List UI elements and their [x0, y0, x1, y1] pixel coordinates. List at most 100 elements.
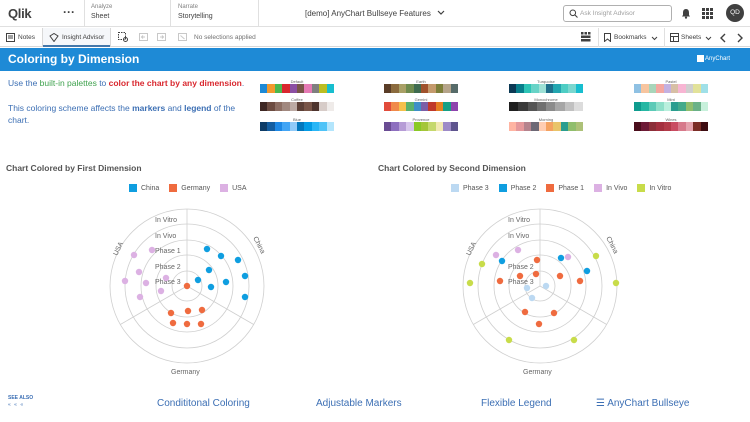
data-point-marker: [157, 287, 165, 295]
legend-item[interactable]: In Vivo: [594, 184, 627, 192]
link-flexible-legend[interactable]: Flexible Legend: [481, 398, 552, 409]
palette-swatch: [289, 102, 298, 111]
palette-name: Morning: [538, 117, 554, 122]
palette-name: Provence: [412, 117, 430, 122]
analyze-menu[interactable]: Analyze Sheet: [91, 3, 112, 21]
bullseye-divider: [539, 285, 607, 325]
legend-item[interactable]: Germany: [169, 184, 210, 192]
palette-swatches: [509, 84, 584, 93]
ring-label: In Vivo: [508, 233, 529, 240]
legend-label: In Vitro: [649, 184, 672, 192]
palette-swatch: [384, 122, 392, 131]
data-point-marker: [241, 272, 249, 280]
toolbar: Notes Insight Advisor No selections appl…: [0, 28, 750, 47]
legend-swatch: [498, 184, 507, 192]
palette-swatch: [311, 102, 320, 111]
data-point-marker: [222, 278, 230, 286]
legend-label: Phase 3: [463, 184, 489, 192]
legend-item[interactable]: In Vitro: [637, 184, 671, 192]
palette-swatch: [384, 102, 392, 111]
palette-wines: Wines: [634, 117, 709, 131]
more-menu-button[interactable]: ···: [63, 5, 75, 19]
right-chart-title: Chart Colored by Second Dimension: [378, 163, 526, 173]
palette-swatch: [443, 102, 451, 111]
palette-earth: Earth: [384, 79, 459, 93]
palette-swatch: [523, 122, 532, 131]
legend-item[interactable]: Phase 3: [451, 184, 489, 192]
palette-swatch: [641, 122, 649, 131]
palette-swatch: [413, 84, 422, 93]
data-point-marker: [528, 294, 536, 302]
legend-swatch: [220, 184, 229, 192]
analyze-label: Analyze: [91, 4, 113, 10]
anychart-label: AnyChart: [704, 56, 730, 62]
legend-label: China: [141, 184, 160, 192]
divider: [664, 28, 665, 47]
legend-label: Germany: [181, 184, 211, 192]
palette-name: Turquoise: [537, 79, 555, 84]
palette-name: Blue: [292, 117, 301, 122]
palette-swatch: [678, 102, 686, 111]
palette-swatch: [428, 102, 436, 111]
app-title-dropdown[interactable]: [demo] AnyChart Bullseye Features: [305, 9, 445, 18]
palette-swatch: [443, 122, 451, 131]
selection-lasso-icon[interactable]: [118, 32, 129, 43]
bookmark-grid-icon[interactable]: [581, 32, 591, 42]
link-anychart-bullseye[interactable]: ☰ AnyChart Bullseye: [596, 398, 690, 409]
palette-swatch: [523, 84, 532, 93]
insight-advisor-button[interactable]: Insight Advisor: [42, 28, 111, 47]
ring-label: Phase 3: [155, 279, 181, 286]
legend-item[interactable]: China: [129, 184, 159, 192]
chevron-down-icon: [437, 10, 445, 15]
top-bar: Qlik ··· Analyze Sheet Narrate Storytell…: [0, 0, 750, 27]
palette-swatch: [700, 84, 709, 93]
palette-swatch: [304, 102, 312, 111]
palette-name: Mint: [667, 97, 675, 102]
bookmarks-button[interactable]: Bookmarks: [600, 28, 662, 47]
data-point-marker: [207, 283, 215, 291]
palette-swatch: [663, 102, 672, 111]
next-sheet-icon[interactable]: [736, 33, 744, 43]
palette-swatch: [518, 102, 528, 111]
link-conditional-coloring[interactable]: Condititonal Coloring: [157, 398, 250, 409]
notes-button[interactable]: Notes: [0, 28, 42, 47]
data-point-marker: [542, 282, 550, 290]
data-point-marker: [184, 307, 192, 315]
palette-swatch: [398, 84, 407, 93]
palette-swatch: [398, 122, 407, 131]
notes-label: Notes: [18, 34, 35, 41]
palette-swatch: [391, 102, 399, 111]
sheets-button[interactable]: Sheets: [666, 28, 714, 47]
palette-swatch: [319, 102, 327, 111]
palette-swatches: [260, 122, 335, 131]
palette-name: Earth: [416, 79, 426, 84]
palette-swatch: [568, 84, 576, 93]
legend-item[interactable]: Phase 1: [546, 184, 584, 192]
legend-item[interactable]: USA: [220, 184, 247, 192]
qlik-logo[interactable]: Qlik: [8, 6, 32, 21]
previous-sheet-icon[interactable]: [719, 33, 727, 43]
insight-search-box[interactable]: Ask Insight Advisor: [563, 5, 672, 22]
legend-item[interactable]: Phase 2: [498, 184, 536, 192]
palette-swatch: [685, 102, 694, 111]
data-point-marker: [514, 246, 522, 254]
data-point-marker: [234, 256, 242, 264]
palette-swatches: [260, 84, 335, 93]
divider: [258, 0, 259, 27]
palette-swatch: [516, 122, 524, 131]
palette-swatch: [450, 122, 459, 131]
data-point-marker: [583, 267, 591, 275]
palette-swatches: [509, 122, 584, 131]
palette-swatch: [693, 122, 701, 131]
bell-icon[interactable]: [681, 8, 691, 19]
link-adjustable-markers[interactable]: Adjustable Markers: [316, 398, 402, 409]
apps-grid-icon[interactable]: [702, 8, 713, 19]
insight-advisor-label: Insight Advisor: [62, 34, 105, 41]
bookmark-icon: [604, 33, 611, 42]
palette-swatch: [326, 84, 335, 93]
palette-swatch: [406, 84, 414, 93]
narrate-menu[interactable]: Narrate Storytelling: [178, 3, 213, 21]
avatar[interactable]: QD: [726, 4, 744, 22]
ring-label: Phase 2: [155, 264, 181, 271]
